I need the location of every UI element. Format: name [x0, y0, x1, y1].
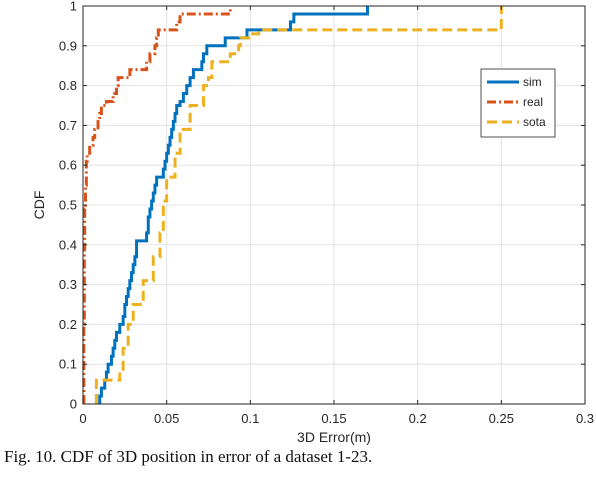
- y-axis-label: CDF: [31, 191, 47, 220]
- series-line-real: [82, 6, 232, 404]
- x-tick-label: 0.25: [489, 411, 514, 426]
- y-tick-label: 0.3: [59, 277, 77, 292]
- y-tick-label: 1: [70, 0, 77, 14]
- legend-label-real: real: [523, 95, 543, 109]
- legend: sim real sota: [480, 68, 556, 138]
- series-line-sim: [98, 6, 369, 404]
- x-tick-label: 0.3: [576, 411, 594, 426]
- y-tick-label: 0.6: [59, 158, 77, 173]
- y-tick-label: 0.4: [59, 237, 77, 252]
- legend-label-sota: sota: [523, 115, 546, 129]
- x-tick-label: 0.1: [241, 411, 259, 426]
- x-tick-label: 0: [79, 411, 86, 426]
- legend-label-sim: sim: [523, 75, 542, 89]
- y-tick-label: 0.2: [59, 317, 77, 332]
- grid: [83, 6, 585, 404]
- y-tick-label: 0.8: [59, 78, 77, 93]
- axis-ticks: 0 0.05 0.1 0.15 0.2 0.25 0.3 0 0.1 0.2 0.3 0.4 0.5 0.…: [59, 0, 594, 426]
- y-tick-label: 0.1: [59, 357, 77, 372]
- y-tick-label: 0.7: [59, 118, 77, 133]
- figure-caption: Fig. 10. CDF of 3D position in error of …: [4, 447, 373, 466]
- y-tick-label: 0.5: [59, 198, 77, 213]
- x-tick-label: 0.15: [321, 411, 346, 426]
- series-line-sota: [94, 6, 503, 404]
- x-axis-label: 3D Error(m): [297, 429, 371, 445]
- series-lines: [82, 6, 503, 404]
- y-tick-label: 0: [70, 397, 77, 412]
- x-tick-label: 0.05: [154, 411, 179, 426]
- y-tick-label: 0.9: [59, 38, 77, 53]
- x-tick-label: 0.2: [409, 411, 427, 426]
